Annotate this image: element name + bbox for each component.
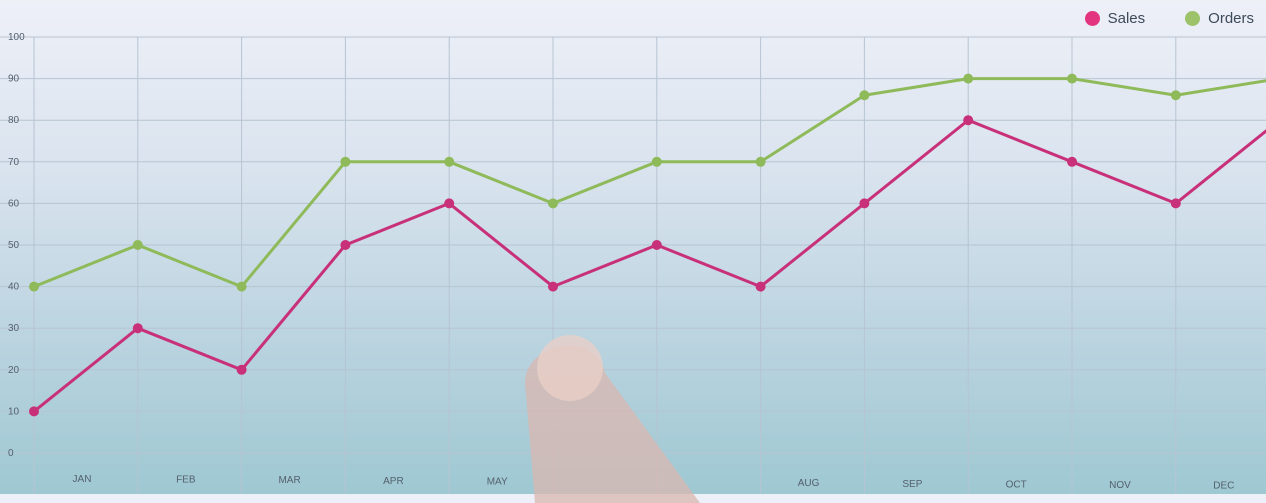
x-tick-label: SEP <box>902 479 922 490</box>
data-point-sales[interactable] <box>445 199 454 208</box>
data-point-sales[interactable] <box>549 282 558 291</box>
legend-label-sales: Sales <box>1108 10 1146 27</box>
data-point-orders[interactable] <box>860 91 869 100</box>
x-tick-label: NOV <box>1109 480 1131 491</box>
x-tick-label: OCT <box>1006 479 1027 490</box>
data-point-orders[interactable] <box>964 74 973 83</box>
legend-item-sales[interactable]: Sales <box>1085 10 1146 27</box>
x-axis-ticks: JAN FEB MAR APR MAY AUG SEP OCT NOV DEC <box>73 474 1235 492</box>
data-point-sales[interactable] <box>237 365 246 374</box>
y-tick-label: 10 <box>8 406 20 417</box>
data-point-sales[interactable] <box>756 282 765 291</box>
data-point-orders[interactable] <box>1171 91 1180 100</box>
data-point-sales[interactable] <box>341 241 350 250</box>
x-tick-label: FEB <box>176 475 196 486</box>
x-tick-label: MAR <box>278 475 300 486</box>
y-tick-label: 20 <box>8 365 20 376</box>
data-point-orders[interactable] <box>756 157 765 166</box>
x-tick-label: MAY <box>487 476 508 487</box>
y-tick-label: 60 <box>8 198 20 209</box>
data-point-orders[interactable] <box>652 157 661 166</box>
data-point-orders[interactable] <box>341 157 350 166</box>
x-tick-label: JAN <box>73 474 92 485</box>
data-point-sales[interactable] <box>1068 157 1077 166</box>
orders-dot-icon <box>1185 11 1200 26</box>
y-tick-label: 100 <box>8 32 25 43</box>
data-point-orders[interactable] <box>30 282 39 291</box>
legend-label-orders: Orders <box>1208 10 1254 27</box>
data-point-sales[interactable] <box>1171 199 1180 208</box>
data-point-sales[interactable] <box>30 407 39 416</box>
data-point-sales[interactable] <box>652 241 661 250</box>
data-point-orders[interactable] <box>549 199 558 208</box>
y-tick-label: 90 <box>8 74 20 85</box>
series-line-orders <box>34 79 1266 287</box>
data-point-orders[interactable] <box>237 282 246 291</box>
x-tick-label: AUG <box>798 478 820 489</box>
sales-dot-icon <box>1085 11 1100 26</box>
data-point-orders[interactable] <box>445 157 454 166</box>
y-tick-label: 0 <box>8 448 14 459</box>
x-tick-label: APR <box>383 476 404 487</box>
x-tick-label: DEC <box>1213 481 1234 492</box>
y-tick-label: 30 <box>8 323 20 334</box>
data-point-sales[interactable] <box>133 324 142 333</box>
legend-item-orders[interactable]: Orders <box>1185 10 1254 27</box>
data-point-orders[interactable] <box>1068 74 1077 83</box>
y-tick-label: 80 <box>8 115 20 126</box>
y-tick-label: 70 <box>8 157 20 168</box>
data-point-orders[interactable] <box>133 241 142 250</box>
data-point-sales[interactable] <box>860 199 869 208</box>
y-tick-label: 50 <box>8 240 20 251</box>
data-point-sales[interactable] <box>964 116 973 125</box>
chart-legend: Sales Orders <box>1085 10 1254 27</box>
y-tick-label: 40 <box>8 282 20 293</box>
